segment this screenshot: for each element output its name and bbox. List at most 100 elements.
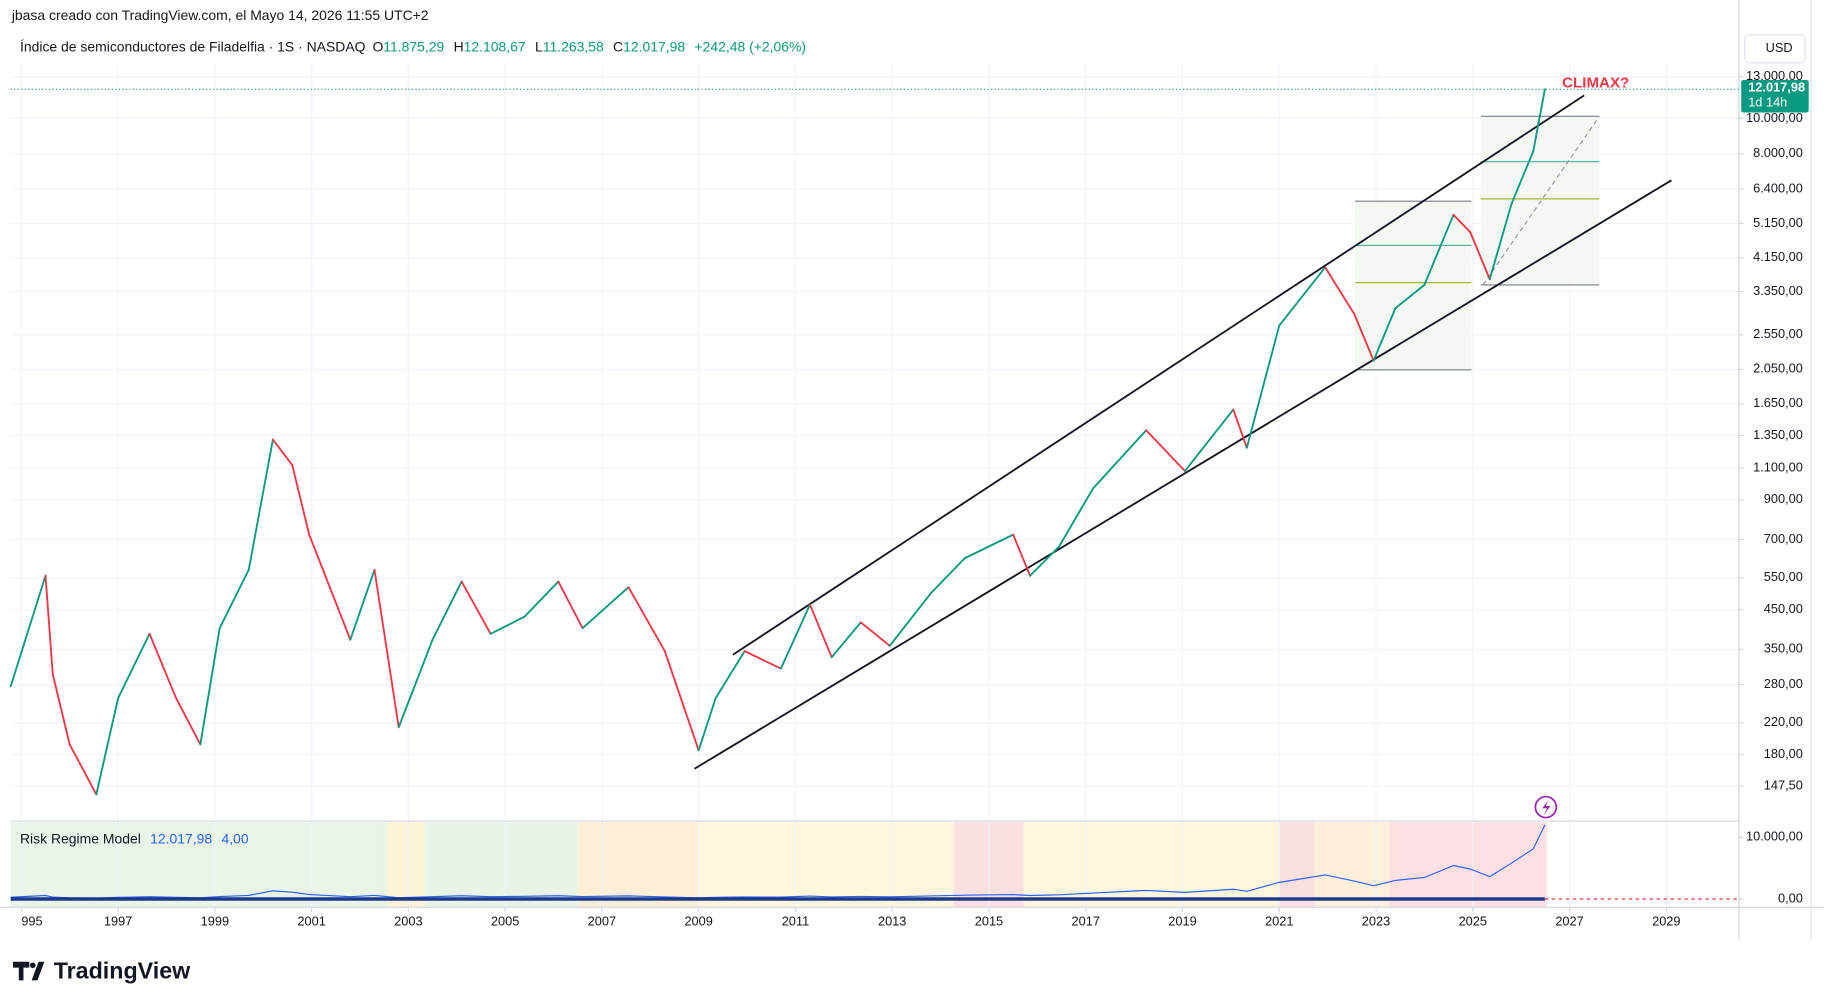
- ohlc-label: H: [454, 38, 464, 54]
- y-tick-label: 10.000,00: [1746, 829, 1803, 844]
- price-segment: [175, 697, 202, 746]
- y-tick-label: 2.050,00: [1753, 361, 1803, 376]
- price-segment: [460, 580, 492, 635]
- price-segment: [291, 464, 311, 536]
- y-tick-label: 180,00: [1764, 746, 1803, 761]
- y-tick-label: 1.350,00: [1753, 427, 1803, 442]
- band: [1314, 822, 1390, 908]
- price-segment: [1488, 202, 1513, 281]
- band: [578, 822, 699, 908]
- y-tick-label: 900,00: [1764, 491, 1803, 506]
- y-tick-label: 8.000,00: [1753, 145, 1803, 160]
- x-tick-label: 2025: [1459, 914, 1487, 929]
- price-segment: [1145, 429, 1186, 472]
- y-tick-label: 0,00: [1778, 890, 1803, 905]
- x-tick-label: 2013: [878, 914, 906, 929]
- regime-bands: [10, 822, 1548, 908]
- price-segment: [963, 533, 1015, 560]
- band: [424, 822, 579, 908]
- grid: [10, 63, 1739, 908]
- x-tick-label: 2019: [1168, 914, 1196, 929]
- price-segment: [1029, 545, 1061, 577]
- y-tick-label: 450,00: [1764, 601, 1803, 616]
- price-segment: [95, 697, 120, 796]
- y-tick-label: 147,50: [1764, 778, 1803, 793]
- price-segment: [308, 533, 352, 641]
- y-tick-label: 700,00: [1764, 531, 1803, 546]
- x-tick-label: 2015: [975, 914, 1003, 929]
- fib-box: [1480, 116, 1600, 285]
- y-tick-label: 280,00: [1764, 676, 1803, 691]
- price-segment: [397, 638, 434, 729]
- ohlc-value: 11.875,29: [383, 38, 444, 54]
- y-tick-label: 10.000,00: [1746, 110, 1803, 125]
- y-tick-label: 5.150,00: [1753, 215, 1803, 230]
- last-price-box: [1741, 79, 1809, 113]
- price-segment: [1232, 408, 1248, 449]
- price-segment: [809, 603, 833, 659]
- indicator-regime: 4,00: [221, 830, 248, 846]
- currency[interactable]: USD: [1766, 40, 1793, 55]
- price-segment: [743, 650, 782, 670]
- ohlc-label: L: [535, 38, 543, 54]
- price-segment: [1092, 429, 1148, 490]
- price-segment: [247, 438, 274, 571]
- price-segment: [1510, 150, 1535, 205]
- price-segment: [523, 580, 560, 618]
- y-tick-label: 2.550,00: [1753, 326, 1803, 341]
- price-segment: [349, 568, 376, 641]
- price-segment: [888, 592, 932, 647]
- indicator-value: 12.017,98: [150, 830, 212, 846]
- price-segment: [627, 586, 666, 653]
- price-segment: [51, 673, 71, 746]
- band: [387, 822, 425, 908]
- price-segment: [859, 621, 891, 647]
- ohlc-value: 11.263,58: [543, 38, 604, 54]
- ohlc-label: C: [613, 38, 623, 54]
- x-tick-label: 995: [21, 914, 42, 929]
- annotation: CLIMAX?: [1562, 75, 1629, 92]
- price-segment: [199, 627, 221, 746]
- fib-box: [1355, 201, 1472, 370]
- price-segment: [1353, 313, 1375, 362]
- price-segment: [663, 650, 700, 752]
- channel-lower: [694, 179, 1672, 770]
- price-segment: [1372, 307, 1397, 362]
- price-segment: [1183, 408, 1235, 472]
- y-tick-label: 550,00: [1764, 569, 1803, 584]
- last-price-label: 12.017,98: [1748, 79, 1805, 94]
- y-tick-label: 13.000,00: [1746, 68, 1803, 83]
- price-segment: [1423, 213, 1455, 286]
- x-tick-label: 2001: [297, 914, 325, 929]
- logo-mark: [12, 961, 45, 981]
- y-tick-label: 1.100,00: [1753, 459, 1803, 474]
- legend: Índice de semiconductores de Filadelfia …: [20, 38, 806, 54]
- price-segment: [44, 574, 54, 676]
- indicator-legend: Risk Regime Model 12.017,98 4,00: [20, 830, 249, 846]
- band: [698, 822, 954, 908]
- price-segment: [1058, 487, 1094, 548]
- credit: jbasa creado con TradingView.com, el May…: [11, 7, 429, 23]
- ohlc-value: 12.017,98: [623, 38, 685, 54]
- price-segment: [148, 632, 178, 700]
- alert-icon-bolt: [1542, 800, 1551, 816]
- dashed-trend: [1482, 115, 1600, 286]
- price-segment: [1532, 88, 1546, 153]
- price-segment: [697, 697, 717, 752]
- x-tick-label: 1997: [104, 914, 132, 929]
- indicator-line: [10, 824, 1546, 899]
- price-segment: [218, 568, 250, 630]
- price-series: [9, 88, 1546, 796]
- currency-button[interactable]: [1744, 34, 1806, 64]
- band: [1279, 822, 1315, 908]
- x-tick-label: 2005: [491, 914, 519, 929]
- price-segment: [68, 743, 98, 796]
- price-segment: [714, 650, 746, 700]
- y-tick-label: 220,00: [1764, 714, 1803, 729]
- x-tick-label: 2021: [1265, 914, 1293, 929]
- band: [1389, 822, 1548, 908]
- indicator-title: Risk Regime Model: [20, 830, 141, 846]
- price-segment: [1469, 231, 1491, 281]
- x-tick-label: 2023: [1362, 914, 1390, 929]
